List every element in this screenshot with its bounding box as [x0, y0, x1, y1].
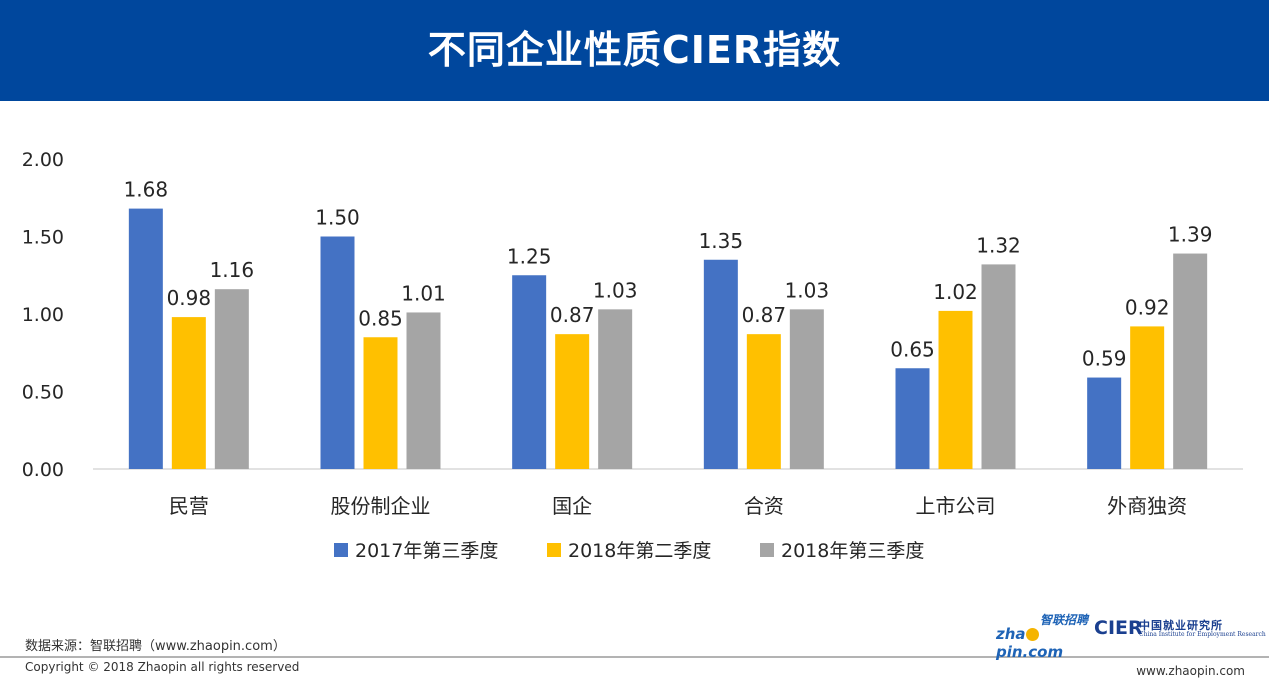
bar: [555, 334, 590, 469]
cier-logo-cn: 中国就业研究所: [1139, 619, 1223, 632]
data-label: 1.50: [315, 206, 360, 230]
data-label: 0.85: [358, 306, 403, 330]
y-tick-label: 0.50: [22, 382, 64, 404]
copyright-text: Copyright © 2018 Zhaopin all rights rese…: [25, 660, 300, 674]
y-tick-label: 1.00: [22, 304, 64, 326]
data-label: 0.59: [1082, 347, 1127, 371]
bar: [171, 317, 206, 469]
legend-label: 2018年第二季度: [568, 540, 711, 562]
chart-title: 不同企业性质CIER指数: [427, 28, 842, 72]
data-label: 1.03: [785, 278, 830, 302]
data-label: 0.65: [890, 337, 935, 361]
data-label: 1.32: [976, 233, 1021, 257]
data-label: 1.16: [210, 258, 255, 282]
x-tick-label: 外商独资: [1107, 494, 1187, 518]
x-tick-label: 上市公司: [916, 494, 996, 518]
bar: [981, 264, 1016, 469]
data-label: 0.98: [167, 286, 212, 310]
legend-label: 2017年第三季度: [355, 540, 498, 562]
zhaopin-logo: 智联招聘 zhapin.com: [996, 611, 1088, 661]
legend-swatch: [547, 543, 561, 557]
data-label: 1.39: [1168, 223, 1213, 247]
footer-divider: [0, 656, 1269, 658]
bar: [1173, 253, 1208, 469]
data-label: 0.87: [550, 303, 595, 327]
bar: [895, 368, 930, 469]
y-tick-label: 2.00: [22, 149, 64, 171]
zhaopin-logo-cn: 智联招聘: [1039, 613, 1088, 627]
data-label: 1.01: [401, 281, 446, 305]
data-label: 1.68: [124, 178, 169, 202]
x-tick-label: 股份制企业: [331, 494, 431, 518]
x-tick-label: 国企: [552, 494, 592, 518]
x-tick-label: 合资: [744, 494, 784, 518]
header-bar: [0, 0, 1269, 101]
x-tick-label: 民营: [169, 494, 209, 518]
y-tick-label: 0.00: [22, 459, 64, 481]
data-label: 1.25: [507, 244, 552, 268]
bar: [320, 236, 355, 469]
bar: [214, 289, 249, 469]
bar: [598, 309, 633, 469]
zhaopin-logo-dot: [1025, 628, 1039, 641]
cier-logo: CIER: [1094, 617, 1143, 639]
website-link[interactable]: www.zhaopin.com: [1136, 664, 1245, 678]
cier-logo-en: China Institute for Employment Research: [1139, 631, 1266, 638]
legend-label: 2018年第三季度: [781, 540, 924, 562]
bar: [789, 309, 824, 469]
data-label: 1.02: [933, 280, 978, 304]
y-tick-label: 1.50: [22, 227, 64, 249]
bar: [406, 312, 441, 469]
bar: [1087, 377, 1122, 469]
data-label: 0.87: [742, 303, 787, 327]
bar: [703, 259, 738, 469]
data-label: 1.03: [593, 278, 638, 302]
data-label: 0.92: [1125, 295, 1170, 319]
legend-swatch: [760, 543, 774, 557]
bar: [746, 334, 781, 469]
bar: [512, 275, 547, 469]
legend-swatch: [334, 543, 348, 557]
bar: [1130, 326, 1165, 469]
bar: [128, 208, 163, 469]
data-label: 1.35: [699, 229, 744, 253]
bar: [938, 310, 973, 469]
data-source-note: 数据来源：智联招聘（www.zhaopin.com）: [25, 639, 286, 654]
bar-chart: 0.00 0.50 1.00 1.50 2.00 1.68 0.98 1.16 民营 1.50 0.…: [22, 149, 1243, 562]
bar: [363, 337, 398, 469]
zhaopin-logo-en: zhapin.com: [996, 625, 1064, 661]
